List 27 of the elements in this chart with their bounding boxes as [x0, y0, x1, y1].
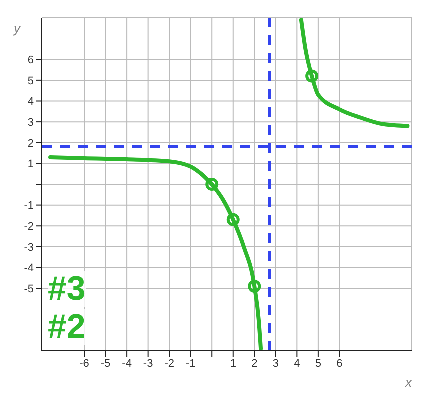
x-tick-label: -3 — [143, 358, 154, 370]
x-tick-label: 6 — [336, 358, 343, 370]
x-tick-label: 2 — [252, 358, 258, 370]
y-tick-label: -3 — [24, 242, 34, 254]
x-tick-label: -2 — [164, 358, 174, 370]
x-tick-label: 1 — [230, 358, 236, 370]
y-tick-label: -4 — [24, 262, 34, 275]
y-tick-label: 5 — [28, 75, 34, 88]
y-tick-label: 4 — [28, 96, 34, 108]
y-tick-label: -5 — [24, 283, 34, 296]
x-tick-label: 4 — [294, 358, 300, 370]
y-tick-label: -1 — [24, 200, 34, 212]
annotation: #2 — [48, 308, 86, 346]
y-axis-title: y — [13, 21, 22, 36]
y-tick-label: 1 — [28, 158, 34, 171]
x-tick-label: -1 — [186, 358, 196, 370]
x-tick-label: 5 — [315, 358, 322, 370]
x-tick-label: -6 — [80, 358, 90, 370]
y-tick-label: 3 — [28, 116, 34, 129]
x-tick-label: 3 — [272, 358, 279, 370]
annotation: #3 — [48, 270, 86, 308]
y-tick-label: 6 — [28, 54, 34, 67]
x-tick-label: -5 — [100, 358, 111, 370]
x-tick-label: -4 — [122, 358, 132, 370]
x-axis-title: x — [404, 375, 412, 390]
y-tick-label: 2 — [28, 138, 34, 150]
y-tick-label: -2 — [24, 221, 34, 234]
